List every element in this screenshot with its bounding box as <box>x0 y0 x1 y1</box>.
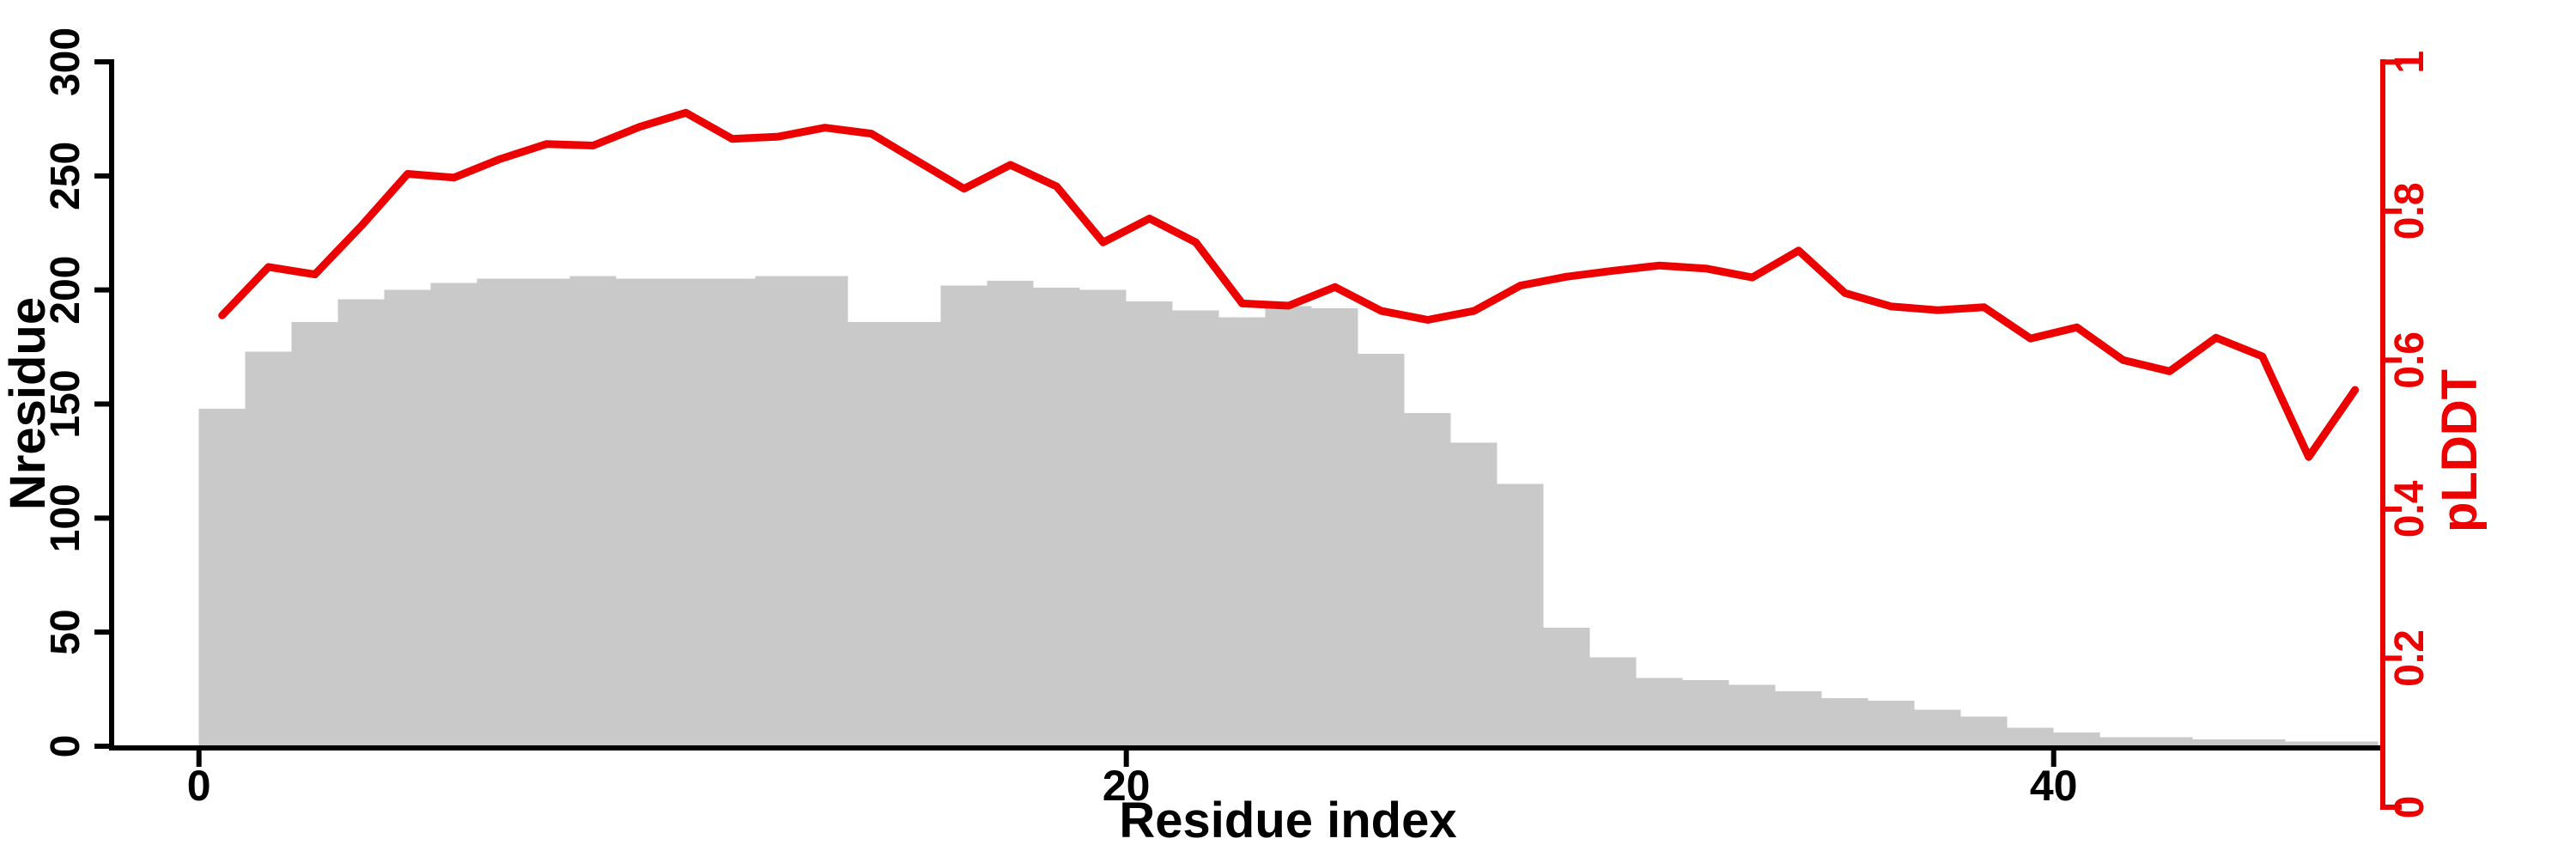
bar <box>2239 739 2286 748</box>
bar <box>1960 716 2008 748</box>
bar <box>894 321 941 748</box>
bar <box>1589 657 1637 748</box>
right-tick-label: 0 <box>2387 796 2433 819</box>
bar <box>1265 306 1312 749</box>
right-axis-ticks: 0 0.2 0.4 0.6 0.8 1 <box>2383 51 2433 818</box>
bar <box>2192 739 2239 748</box>
bar <box>1218 317 1266 748</box>
bar <box>616 278 663 749</box>
bar <box>801 276 848 748</box>
bar <box>1311 307 1358 748</box>
x-tick-label: 40 <box>2030 762 2078 810</box>
bar <box>987 281 1034 748</box>
bar <box>708 278 756 749</box>
bar <box>1126 301 1173 748</box>
right-axis-title: pLDDT <box>2432 369 2488 532</box>
bar <box>477 278 524 749</box>
bar <box>1404 413 1451 748</box>
bar <box>2053 732 2100 748</box>
left-tick-label: 300 <box>43 27 88 96</box>
bar <box>1172 310 1219 748</box>
bar <box>569 276 617 748</box>
bar <box>1079 289 1127 749</box>
bar <box>1682 679 1729 748</box>
bar <box>940 285 987 748</box>
left-tick-label: 0 <box>43 735 88 758</box>
bar <box>523 278 570 749</box>
right-axis: 0 0.2 0.4 0.6 0.8 1 pLDDT <box>2380 51 2488 818</box>
right-tick-label: 1 <box>2387 51 2433 74</box>
bar <box>1636 678 1683 748</box>
bar <box>1497 483 1544 748</box>
left-tick-label: 50 <box>43 609 88 654</box>
bar <box>1543 627 1590 748</box>
right-tick-label: 0.8 <box>2387 182 2433 240</box>
bar <box>2146 737 2193 748</box>
x-tick-label: 20 <box>1103 762 1151 810</box>
bar <box>245 351 292 748</box>
x-tick-label: 0 <box>187 762 211 810</box>
bar <box>662 278 709 749</box>
left-tick-label: 250 <box>43 142 88 210</box>
bar <box>2331 741 2379 748</box>
left-tick-label: 100 <box>43 483 88 552</box>
bar <box>1033 288 1080 748</box>
bar <box>384 289 431 749</box>
left-axis-ticks: 0 50 100 150 200 250 300 <box>43 27 112 757</box>
right-tick-label: 0.2 <box>2387 629 2433 687</box>
left-axis: 0 50 100 150 200 250 300 Nresidue <box>0 27 114 757</box>
bar <box>337 299 385 748</box>
bar <box>2285 741 2332 748</box>
bar <box>198 408 246 748</box>
bar <box>291 321 338 748</box>
right-tick-label: 0.4 <box>2387 480 2433 538</box>
bar <box>1775 691 1822 748</box>
bar <box>1728 684 1776 748</box>
bar <box>430 283 477 748</box>
left-tick-label: 150 <box>43 369 88 438</box>
bar <box>1868 700 1915 748</box>
x-axis-ticks: 0 20 40 <box>187 748 2078 810</box>
x-axis: 0 20 40 Residue index <box>109 745 2383 848</box>
bar <box>1450 442 1498 748</box>
bar <box>1914 709 1961 748</box>
bar <box>2099 737 2147 748</box>
plddt-line <box>218 108 2360 461</box>
bar <box>1821 698 1868 748</box>
bar <box>848 321 895 748</box>
bar <box>1358 354 1405 748</box>
bar <box>755 276 802 748</box>
right-tick-label: 0.6 <box>2387 331 2433 389</box>
left-tick-label: 200 <box>43 256 88 325</box>
left-axis-title: Nresidue <box>0 297 56 510</box>
bar <box>2007 727 2054 748</box>
x-axis-title: Residue index <box>1119 793 1456 848</box>
nresidue-bars <box>198 276 2379 749</box>
